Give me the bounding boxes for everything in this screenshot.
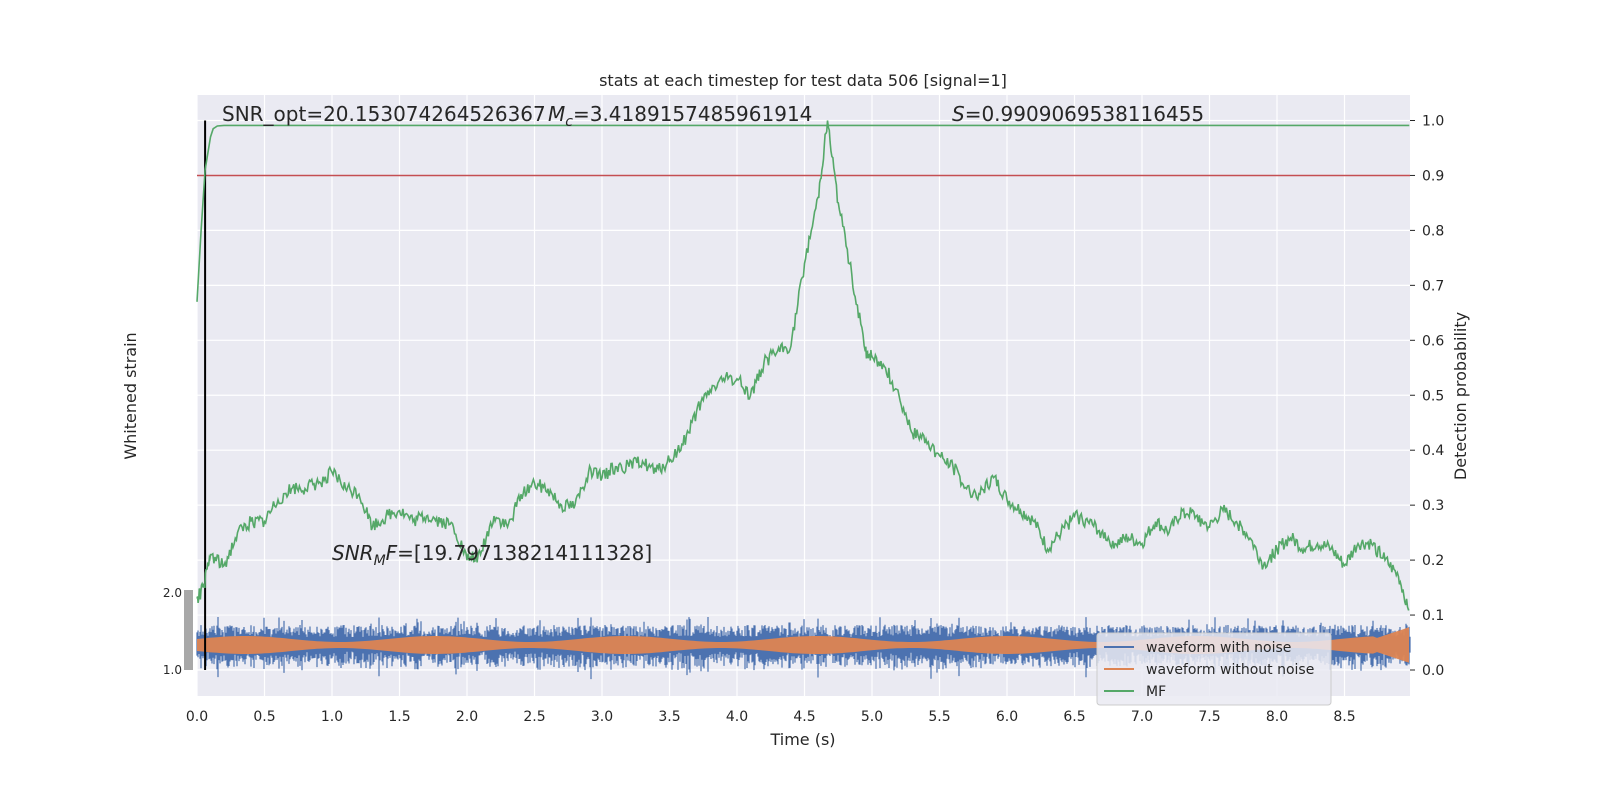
annotation-mc-val: =3.4189157485961914 — [573, 102, 812, 126]
x-tick-label: 3.0 — [591, 709, 613, 725]
y-tick-label: 0.9 — [1422, 168, 1444, 184]
series-layer — [196, 120, 1411, 680]
x-tick-label: 8.5 — [1333, 709, 1355, 725]
annotation-s: S=0.9909069538116455 — [952, 102, 1204, 126]
annotation-mc-var: M — [548, 102, 565, 126]
legend-label-mf: MF — [1146, 684, 1166, 700]
x-tick-label: 5.0 — [861, 709, 883, 725]
x-tick-label: 0.0 — [186, 709, 208, 725]
y-tick-label: 0.4 — [1422, 443, 1444, 459]
annotation-mc-sub: c — [565, 114, 573, 130]
x-tick-label: 2.5 — [523, 709, 545, 725]
y-tick-label: 0.5 — [1422, 388, 1444, 404]
annotation-snr-mf-sub: M — [374, 553, 386, 569]
strain-tick-label-bottom: 1.0 — [163, 663, 182, 677]
x-tick-label: 6.0 — [996, 709, 1018, 725]
y-tick-label: 0.8 — [1422, 223, 1444, 239]
x-tick-label: 3.5 — [658, 709, 680, 725]
x-tick-label: 5.5 — [928, 709, 950, 725]
y-tick-label: 0.3 — [1422, 498, 1444, 514]
annotation-snr-mf-var: SNR — [332, 541, 374, 565]
strain-tick-label-top: 2.0 — [163, 586, 182, 600]
x-axis-label: Time (s) — [769, 730, 835, 749]
x-tick-label: 7.5 — [1198, 709, 1220, 725]
annotation-snr-opt: SNR_opt=20.153074264526367 — [222, 102, 546, 126]
annotation-mc: Mc=3.4189157485961914 — [548, 102, 812, 130]
y-axis-right-label: Detection probability — [1451, 312, 1470, 480]
annotation-snr-mf-val: =[19.797138214111328] — [397, 541, 652, 565]
y-tick-label: 0.7 — [1422, 278, 1444, 294]
annotation-s-var: S — [952, 102, 965, 126]
y-axis-left-label: Whitened strain — [121, 332, 140, 459]
legend: waveform with noise waveform without noi… — [1096, 632, 1332, 706]
x-tick-label: 6.5 — [1063, 709, 1085, 725]
y-axis-right-ticks: 0.0 0.1 0.2 0.3 0.4 0.5 0.6 0.7 0.8 0.9 1.0 — [1410, 114, 1444, 679]
series-waveform-without-noise — [197, 627, 1409, 663]
x-tick-label: 4.0 — [726, 709, 748, 725]
y-tick-label: 0.2 — [1422, 553, 1444, 569]
y-tick-label: 0.6 — [1422, 333, 1444, 349]
x-tick-label: 8.0 — [1266, 709, 1288, 725]
legend-box — [1096, 632, 1332, 706]
y-tick-label: 0.1 — [1422, 608, 1444, 624]
x-tick-label: 4.5 — [793, 709, 815, 725]
chart-title: stats at each timestep for test data 506… — [599, 71, 1007, 90]
y-tick-label: 1.0 — [1422, 114, 1444, 130]
y-tick-label: 0.0 — [1422, 663, 1444, 679]
annotation-s-val: =0.9909069538116455 — [965, 102, 1204, 126]
x-tick-label: 1.5 — [388, 709, 410, 725]
annotation-snr-mf: SNRMF=[19.797138214111328] — [332, 541, 652, 569]
series-mf — [196, 124, 1410, 302]
x-tick-label: 1.0 — [321, 709, 343, 725]
legend-label-clean: waveform without noise — [1146, 662, 1314, 678]
annotation-snr-mf-var2: F — [386, 541, 398, 565]
x-axis-ticks: 0.0 0.5 1.0 1.5 2.0 2.5 3.0 3.5 4.0 4.5 5.0 5.5 6.0 6… — [186, 709, 1356, 725]
legend-label-noise: waveform with noise — [1146, 640, 1291, 656]
x-tick-label: 2.0 — [456, 709, 478, 725]
x-tick-label: 7.0 — [1131, 709, 1153, 725]
x-tick-label: 0.5 — [253, 709, 275, 725]
series-statistic-curve — [196, 120, 1410, 611]
